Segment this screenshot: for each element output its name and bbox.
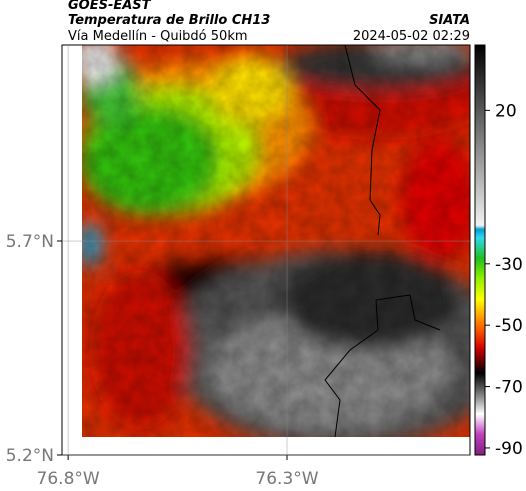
colorbar-tick-label: -30 <box>495 255 523 275</box>
colorbar-tick-label: -50 <box>495 316 523 336</box>
x-tick-label: 76.8°W <box>37 469 100 489</box>
y-tick-label: 5.7°N <box>6 232 54 252</box>
x-tick-label: 76.3°W <box>255 469 318 489</box>
y-tick-label: 5.2°N <box>6 446 54 466</box>
border <box>324 294 441 437</box>
colorbar-tick-label: -90 <box>495 439 523 459</box>
subtitle: Vía Medellín - Quibdó 50km <box>68 29 248 44</box>
datetime: 2024-05-02 02:29 <box>353 29 470 44</box>
colorbar-tick-label: -70 <box>495 378 523 398</box>
source: SIATA <box>429 13 470 28</box>
colorbar-tick-label: 20 <box>495 101 517 121</box>
title: Temperatura de Brillo CH13 <box>68 13 270 28</box>
satellite-image <box>82 45 470 437</box>
satellite: GOES-EAST <box>68 0 152 13</box>
colorbar <box>474 44 486 456</box>
border <box>344 45 381 236</box>
